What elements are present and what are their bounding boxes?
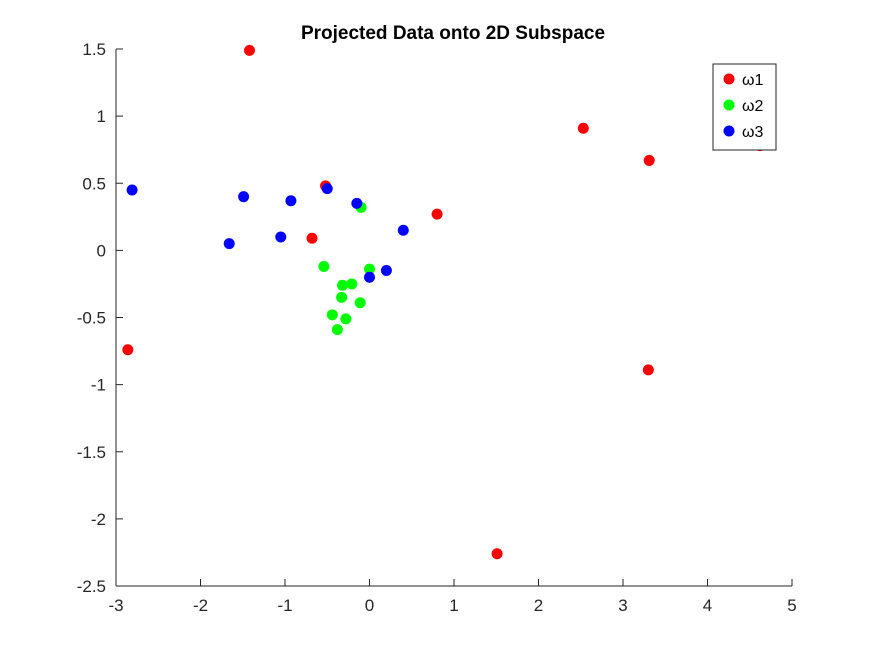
legend-label: ω1	[742, 72, 763, 89]
legend-label: ω2	[742, 98, 763, 115]
x-tick-label: 4	[703, 596, 712, 615]
data-point-series-2	[364, 263, 375, 275]
data-point-series-1	[577, 122, 589, 134]
x-tick-label: 3	[618, 596, 627, 615]
data-point-series-2	[336, 279, 348, 291]
y-axis-ticks: -2.5 -2 -1.5 -1 -0.5 0 0.5 1 1.5	[77, 40, 123, 596]
y-tick-label: 1.5	[82, 40, 106, 59]
y-tick-label: 1	[97, 107, 106, 126]
y-tick-label: -0.5	[77, 309, 106, 328]
data-point-series-2	[331, 324, 343, 336]
data-point-series-3	[364, 271, 375, 283]
x-tick-label: -2	[193, 596, 208, 615]
data-point-series-3	[397, 224, 409, 236]
x-tick-label: -1	[277, 596, 292, 615]
x-tick-label: 0	[365, 596, 374, 615]
data-point-series-1	[306, 232, 318, 244]
x-axis-ticks: -3 -2 -1 0 1 2 3 4 5	[108, 579, 797, 615]
legend-box	[712, 63, 777, 151]
data-point-series-3	[321, 183, 333, 195]
data-point-series-3	[223, 238, 235, 250]
data-point-series-1	[491, 548, 503, 560]
data-point-series-2	[340, 313, 352, 325]
y-tick-label: -2.5	[77, 577, 106, 596]
data-point-series-1	[431, 208, 443, 220]
chart-title: Projected Data onto 2D Subspace	[301, 23, 605, 44]
x-tick-label: -3	[108, 596, 123, 615]
data-point-series-1	[643, 154, 655, 166]
y-tick-label: 0.5	[82, 174, 106, 193]
data-point-series-3	[275, 231, 287, 243]
y-tick-label: -1	[91, 376, 106, 395]
legend: ω1 ω2 ω3	[712, 63, 777, 151]
data-point-series-3	[351, 197, 363, 209]
legend-marker	[723, 99, 735, 111]
data-point-series-3	[380, 265, 392, 277]
legend-label: ω3	[742, 124, 763, 141]
x-tick-label: 5	[787, 596, 796, 615]
y-tick-label: -2	[91, 510, 106, 529]
data-point-series-3	[285, 195, 297, 207]
data-point-series-1	[244, 44, 256, 56]
data-points	[122, 44, 766, 560]
data-point-series-2	[318, 260, 330, 272]
y-tick-label: -1.5	[77, 443, 106, 462]
axes	[115, 49, 792, 587]
data-point-series-2	[346, 278, 358, 290]
legend-marker	[723, 125, 735, 137]
legend-marker	[723, 73, 735, 85]
data-point-series-2	[326, 309, 338, 321]
data-point-series-3	[238, 191, 250, 203]
data-point-series-2	[336, 291, 348, 303]
data-point-series-3	[126, 184, 138, 196]
y-tick-label: 0	[97, 241, 106, 260]
x-tick-label: 1	[449, 596, 458, 615]
data-point-series-1	[122, 344, 134, 356]
data-point-series-1	[642, 364, 654, 376]
x-tick-label: 2	[534, 596, 543, 615]
data-point-series-2	[354, 297, 366, 309]
